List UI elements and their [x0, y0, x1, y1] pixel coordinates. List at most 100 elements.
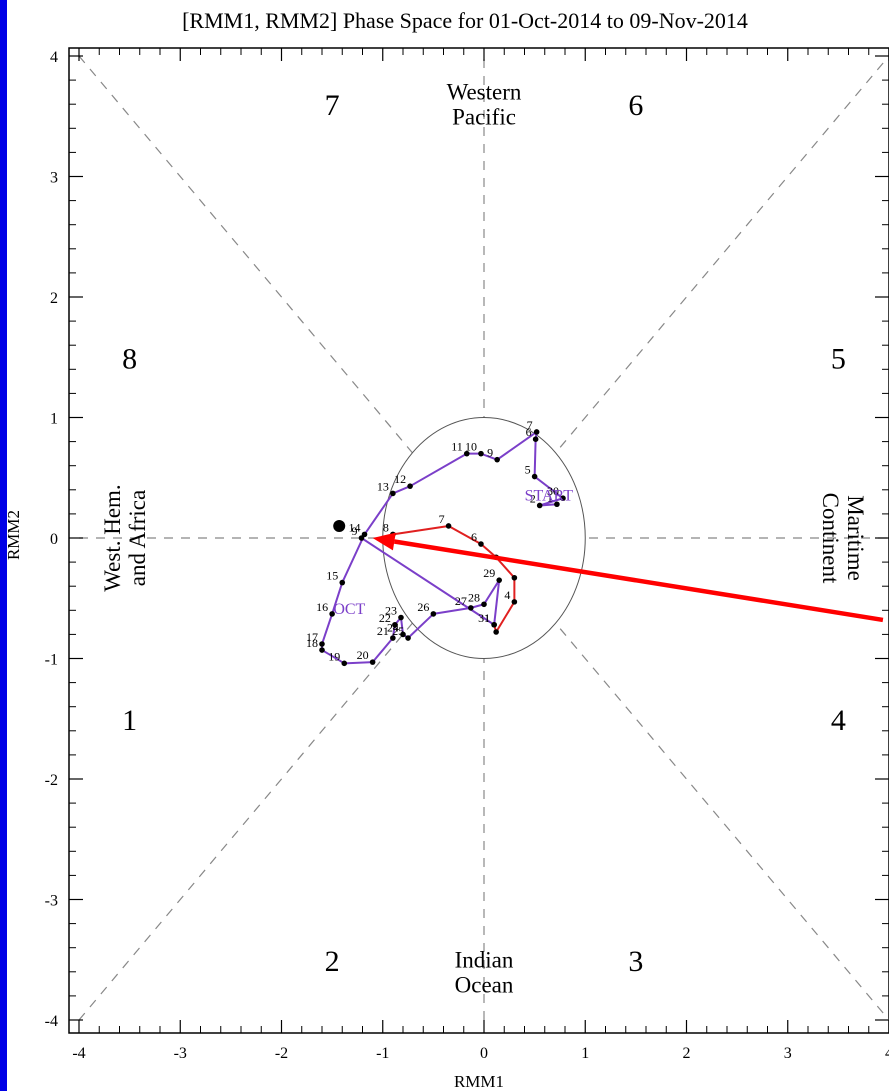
- data-point: [390, 635, 396, 641]
- y-tick-label: 4: [50, 49, 58, 66]
- end-marker: [333, 519, 346, 532]
- y-axis-label: RMM2: [7, 510, 23, 560]
- region-label-line: Pacific: [452, 105, 516, 130]
- plot-frame: [68, 47, 889, 1034]
- day-label: 7: [439, 512, 445, 526]
- data-point: [398, 614, 404, 621]
- x-tick-label: 2: [683, 1045, 691, 1062]
- x-tick-label: 3: [784, 1045, 792, 1062]
- phase-label: 8: [122, 342, 137, 375]
- day-label: 26: [417, 600, 429, 614]
- day-label: 9: [351, 524, 357, 538]
- day-label: 24: [387, 620, 399, 634]
- day-label: 31: [478, 611, 490, 625]
- data-point: [358, 535, 365, 541]
- data-point: [390, 490, 396, 497]
- x-tick-label: -3: [174, 1045, 187, 1062]
- data-point: [533, 429, 540, 435]
- x-tick-label: -4: [72, 1045, 85, 1062]
- day-label: 2: [530, 491, 536, 505]
- day-label: 8: [383, 520, 389, 534]
- y-tick-label: -1: [45, 652, 58, 669]
- x-tick-label: -2: [275, 1045, 288, 1062]
- data-point: [430, 611, 437, 617]
- day-label: 1: [484, 611, 490, 625]
- phase-label: 1: [122, 704, 137, 737]
- region-label: MaritimeContinent: [818, 493, 868, 584]
- data-point: [407, 483, 413, 489]
- region-label-line: Continent: [818, 493, 843, 584]
- data-point: [392, 621, 398, 628]
- data-point: [536, 502, 543, 509]
- region-label-line: Ocean: [455, 972, 514, 997]
- phase-label: 7: [325, 89, 340, 122]
- y-tick-label: 1: [50, 411, 58, 428]
- day-label: 9: [487, 446, 493, 460]
- day-label: 12: [394, 472, 406, 486]
- x-tick-label: -1: [376, 1045, 389, 1062]
- day-label: 4: [504, 588, 510, 602]
- day-label: 23: [385, 604, 397, 618]
- phase-label: 5: [831, 342, 846, 375]
- x-tick-label: 1: [581, 1045, 589, 1062]
- day-label: 1: [547, 490, 553, 504]
- data-point: [493, 629, 499, 635]
- x-tick-label: 0: [480, 1045, 488, 1062]
- day-label: 11: [451, 440, 463, 454]
- region-label: West. Hem.and Africa: [100, 484, 150, 591]
- path-annotation: START: [525, 488, 574, 505]
- data-point: [405, 635, 411, 641]
- data-point: [554, 501, 560, 508]
- day-label: 7: [527, 418, 533, 432]
- path-annotations: START OCT: [333, 488, 884, 623]
- day-label: 29: [483, 566, 495, 580]
- data-point: [532, 436, 539, 442]
- day-label: 13: [377, 479, 389, 493]
- data-point: [319, 647, 325, 653]
- series-line: [392, 524, 516, 633]
- day-label: 22: [379, 611, 391, 625]
- y-tick-label: 2: [50, 290, 58, 307]
- data-point: [481, 601, 487, 608]
- phase-label: 3: [628, 945, 643, 978]
- x-tick-label: 4: [885, 1045, 889, 1062]
- phase-label: 2: [325, 945, 340, 978]
- day-label: 27: [455, 594, 467, 608]
- chart-title: [RMM1, RMM2] Phase Space for 01-Oct-2014…: [182, 8, 748, 33]
- data-point: [445, 523, 452, 529]
- data-point: [531, 473, 538, 480]
- chart-frame: [RMM1, RMM2] Phase Space for 01-Oct-2014…: [7, 0, 889, 1091]
- data-point: [478, 450, 484, 457]
- y-tick-label: -4: [45, 1013, 58, 1030]
- data-point: [468, 605, 474, 611]
- region-label-line: Maritime: [843, 495, 868, 581]
- region-label-line: Western: [447, 80, 522, 105]
- region-label: Western Pacific: [447, 80, 522, 130]
- day-label: 28: [468, 590, 480, 604]
- data-point: [369, 659, 376, 665]
- path-annotation: OCT: [333, 601, 365, 618]
- data-point: [319, 641, 325, 647]
- day-label: 30: [547, 484, 559, 498]
- day-label: 21: [377, 624, 389, 638]
- day-label: 19: [328, 649, 340, 663]
- x-axis-label: RMM1: [454, 1072, 504, 1091]
- day-label: 10: [465, 440, 477, 454]
- day-label: 20: [357, 648, 369, 662]
- day-label: 17: [306, 630, 318, 644]
- day-label: 14: [349, 520, 361, 534]
- data-point: [339, 579, 346, 586]
- data-point: [463, 450, 470, 457]
- day-label: 15: [326, 569, 338, 583]
- data-point: [494, 456, 500, 463]
- day-label: 5: [525, 463, 531, 477]
- region-label-line: West. Hem.: [100, 484, 125, 591]
- y-tick-label: 3: [50, 170, 58, 187]
- data-point: [511, 574, 518, 581]
- data-point: [560, 495, 566, 502]
- day-label: 25: [392, 624, 404, 638]
- phase-guides: [78, 55, 889, 1021]
